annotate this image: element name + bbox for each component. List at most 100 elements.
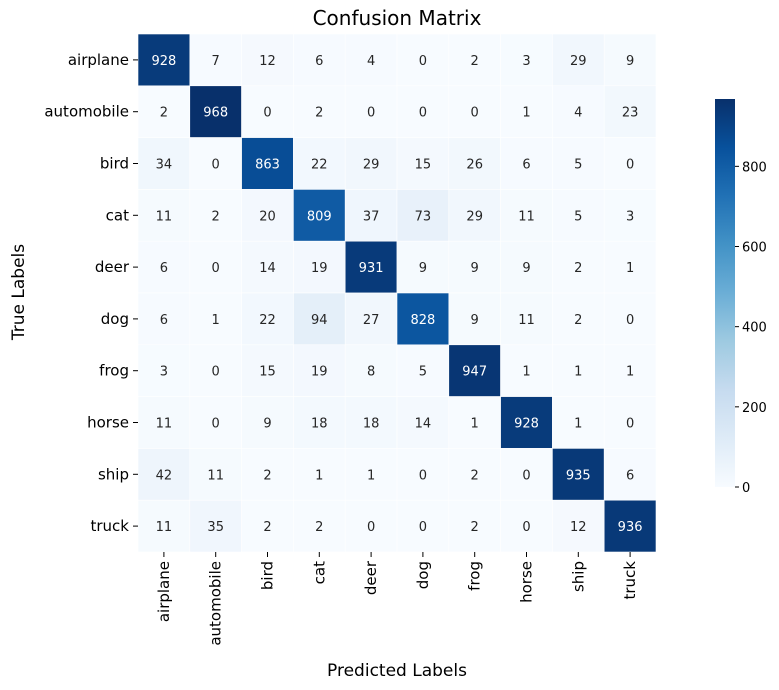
cell-value-label: 5 bbox=[419, 365, 427, 380]
heatmap-cell bbox=[603, 189, 657, 242]
cell-value-label: 0 bbox=[626, 417, 634, 432]
heatmap-cell bbox=[396, 33, 450, 87]
y-tick-label: automobile bbox=[44, 103, 129, 121]
cell-value-label: 1 bbox=[367, 468, 375, 483]
cell-value-label: 6 bbox=[160, 313, 168, 328]
x-tick-label: automobile bbox=[207, 561, 225, 646]
heatmap-cell bbox=[344, 396, 398, 449]
heatmap-cell bbox=[293, 396, 346, 449]
heatmap-cell bbox=[189, 240, 242, 294]
heatmap-cell bbox=[396, 448, 450, 501]
cell-value-label: 18 bbox=[363, 417, 380, 432]
cell-value-label: 94 bbox=[311, 313, 328, 328]
cell-value-label: 12 bbox=[570, 520, 587, 535]
cell-value-label: 947 bbox=[462, 365, 487, 380]
cell-value-label: 9 bbox=[263, 417, 271, 432]
cell-value-label: 0 bbox=[419, 468, 427, 483]
y-tick-label: horse bbox=[87, 414, 129, 432]
heatmap-cell bbox=[603, 137, 657, 190]
heatmap-cell bbox=[344, 499, 398, 553]
cell-value-label: 1 bbox=[574, 365, 582, 380]
heatmap-cell bbox=[552, 189, 605, 242]
heatmap-cell bbox=[396, 344, 450, 397]
cell-value-label: 2 bbox=[574, 261, 582, 276]
cell-value-label: 11 bbox=[156, 417, 173, 432]
heatmap-cell bbox=[500, 240, 553, 294]
cell-value-label: 809 bbox=[307, 209, 332, 224]
heatmap-cell bbox=[293, 448, 346, 501]
heatmap-cell bbox=[448, 396, 501, 449]
cell-value-label: 0 bbox=[212, 261, 220, 276]
heatmap-cell bbox=[448, 240, 501, 294]
cell-value-label: 2 bbox=[471, 54, 479, 69]
y-tick-label: truck bbox=[91, 517, 130, 535]
cell-value-label: 14 bbox=[259, 261, 276, 276]
cell-value-label: 1 bbox=[574, 417, 582, 432]
heatmap-cell bbox=[293, 33, 346, 87]
cell-value-label: 2 bbox=[471, 520, 479, 535]
cell-value-label: 1 bbox=[626, 261, 634, 276]
cell-value-label: 928 bbox=[151, 54, 176, 69]
cell-value-label: 9 bbox=[471, 313, 479, 328]
heatmap-cell bbox=[241, 137, 294, 190]
x-tick-label: airplane bbox=[155, 561, 173, 622]
y-tick-label: ship bbox=[98, 465, 129, 483]
heatmap-cell bbox=[500, 85, 553, 138]
cell-value-label: 936 bbox=[618, 520, 643, 535]
cell-value-label: 2 bbox=[574, 313, 582, 328]
cell-value-label: 0 bbox=[212, 365, 220, 380]
cell-value-label: 42 bbox=[156, 468, 173, 483]
x-axis-label: Predicted Labels bbox=[327, 661, 467, 681]
heatmap-cell bbox=[552, 240, 605, 294]
heatmap-cell bbox=[500, 137, 553, 190]
heatmap-cell bbox=[344, 85, 398, 138]
cell-value-label: 968 bbox=[203, 106, 228, 121]
y-tick-label: deer bbox=[95, 258, 130, 276]
heatmap-cell bbox=[396, 85, 450, 138]
colorbar-tick-label: 200 bbox=[742, 401, 767, 416]
heatmap-cell bbox=[293, 344, 346, 397]
y-tick-label: airplane bbox=[68, 51, 129, 69]
x-tick-label: deer bbox=[362, 560, 380, 595]
cell-value-label: 29 bbox=[466, 209, 483, 224]
heatmap-cell bbox=[189, 448, 242, 501]
cell-value-label: 2 bbox=[212, 209, 220, 224]
cell-value-label: 1 bbox=[471, 417, 479, 432]
cell-value-label: 23 bbox=[622, 106, 639, 121]
heatmap-cell bbox=[293, 85, 346, 138]
heatmap-cell bbox=[137, 499, 191, 553]
heatmap-cell bbox=[241, 396, 294, 449]
cell-value-label: 0 bbox=[626, 313, 634, 328]
cell-value-label: 27 bbox=[363, 313, 380, 328]
cell-value-label: 3 bbox=[160, 365, 168, 380]
heatmap-cell bbox=[293, 292, 346, 346]
heatmap-cell bbox=[241, 448, 294, 501]
heatmap-cell bbox=[500, 448, 553, 501]
heatmap-cell bbox=[552, 499, 605, 553]
cell-value-label: 3 bbox=[522, 54, 530, 69]
cell-value-label: 9 bbox=[522, 261, 530, 276]
cell-value-label: 0 bbox=[522, 520, 530, 535]
x-tick-label: bird bbox=[259, 561, 277, 590]
colorbar: 0 200 400 600 800 bbox=[715, 99, 767, 496]
heatmap-cell bbox=[344, 33, 398, 87]
cell-value-label: 1 bbox=[212, 313, 220, 328]
heatmap-cell bbox=[241, 33, 294, 87]
cell-value-label: 931 bbox=[359, 261, 384, 276]
heatmap-cell bbox=[396, 240, 450, 294]
cell-value-label: 6 bbox=[315, 54, 323, 69]
x-tick-label: truck bbox=[621, 561, 639, 600]
cell-value-label: 11 bbox=[156, 209, 173, 224]
cell-value-label: 19 bbox=[311, 261, 328, 276]
heatmap-cell bbox=[603, 448, 657, 501]
y-tick-label: bird bbox=[100, 155, 129, 173]
cell-value-label: 8 bbox=[367, 365, 375, 380]
cell-value-label: 35 bbox=[207, 520, 224, 535]
heatmap-cell bbox=[293, 499, 346, 553]
x-tick-label: cat bbox=[310, 561, 328, 584]
heatmap-cell bbox=[396, 499, 450, 553]
cell-value-label: 5 bbox=[574, 209, 582, 224]
heatmap-cell bbox=[603, 33, 657, 87]
cell-value-label: 11 bbox=[518, 209, 535, 224]
